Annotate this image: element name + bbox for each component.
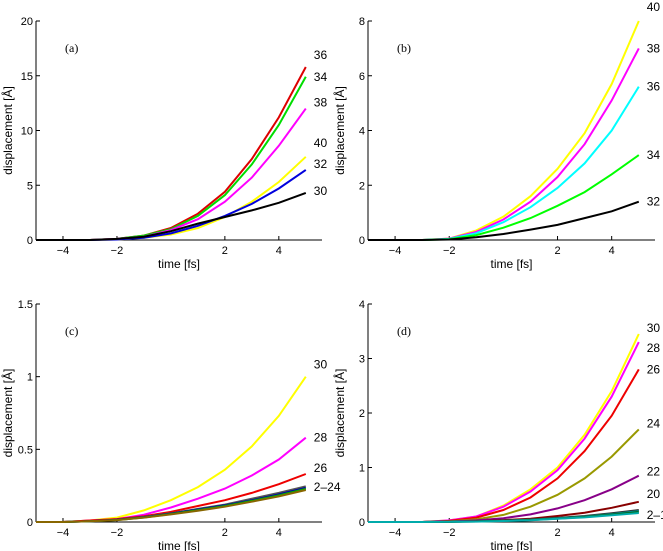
series-line-24 [368, 428, 640, 523]
y-axis-label: displacement [Å] [332, 369, 347, 458]
series-label-30: 30 [314, 358, 328, 372]
series-label-36: 36 [647, 80, 661, 94]
series-label-30: 30 [314, 184, 328, 198]
series-line-34 [36, 76, 307, 241]
group-label: 2–18 [647, 508, 663, 522]
series-line-38 [368, 47, 640, 241]
x-tick-label: 2 [554, 245, 560, 257]
series-label-26: 26 [314, 461, 328, 475]
x-tick-label: −2 [111, 527, 124, 539]
y-tick-label: 15 [21, 71, 33, 83]
x-tick-label: 2 [554, 527, 560, 539]
series-label-28: 28 [647, 341, 661, 355]
y-axis-label: displacement [Å] [0, 369, 15, 458]
x-tick-label: −2 [111, 245, 124, 257]
y-tick-label: 0 [359, 235, 365, 247]
series-line-24 [36, 485, 307, 523]
series-line-38 [36, 108, 307, 241]
series-label-24: 24 [647, 416, 661, 430]
x-axis-label: time [fs] [490, 539, 532, 551]
panel-label: (a) [65, 41, 78, 55]
series-label-28: 28 [314, 431, 328, 445]
series-label-34: 34 [314, 70, 328, 84]
x-tick-label: −4 [57, 245, 70, 257]
y-tick-label: 3 [359, 354, 365, 366]
x-axis-label: time [fs] [490, 257, 532, 271]
y-axis-label: displacement [Å] [332, 86, 347, 175]
series-label-22: 22 [647, 465, 661, 479]
series-label-40: 40 [314, 136, 328, 150]
x-tick-label: 2 [222, 245, 228, 257]
series-line-30 [36, 376, 307, 523]
series-line-2-18 [36, 489, 307, 523]
x-tick-label: 4 [609, 245, 615, 257]
series-label-34: 34 [647, 148, 661, 162]
y-tick-label: 0 [359, 517, 365, 529]
series-label-36: 36 [314, 48, 328, 62]
x-axis-label: time [fs] [158, 539, 200, 551]
y-tick-label: 10 [21, 126, 33, 138]
x-tick-label: 4 [276, 527, 282, 539]
series-label-32: 32 [314, 157, 328, 171]
y-tick-label: 20 [21, 16, 33, 28]
series-label-26: 26 [647, 362, 661, 376]
y-tick-label: 1 [359, 463, 365, 475]
x-tick-label: 4 [276, 245, 282, 257]
y-tick-label: 0.5 [18, 444, 33, 456]
series-label-38: 38 [647, 41, 661, 55]
series-line-26 [368, 368, 640, 523]
panel-c: −4 −2 2 4 0 0.5 1 1.5 time [fs] displacement [Å] (… [0, 299, 341, 551]
y-axis-label: displacement [Å] [0, 86, 15, 175]
series-line-30 [36, 191, 307, 241]
panel-label: (d) [397, 324, 411, 338]
series-line-2-12 [368, 512, 639, 523]
series-label-30: 30 [647, 321, 661, 335]
series-line-28 [36, 436, 307, 523]
series-line-22 [36, 486, 307, 523]
panel-label: (c) [65, 324, 78, 338]
series-line-32 [368, 200, 640, 241]
y-tick-label: 1.5 [18, 299, 33, 311]
series-label-32: 32 [647, 195, 661, 209]
x-tick-label: −4 [57, 527, 70, 539]
x-axis-label: time [fs] [158, 257, 200, 271]
y-tick-label: 0 [27, 517, 33, 529]
x-tick-label: −2 [443, 527, 456, 539]
panel-label: (b) [397, 41, 411, 55]
series-label-20: 20 [647, 487, 661, 501]
series-line-20 [36, 487, 307, 523]
y-tick-label: 4 [359, 299, 365, 311]
series-line-36 [36, 66, 307, 241]
series-label-40: 40 [647, 0, 661, 14]
x-tick-label: −4 [389, 245, 402, 257]
y-tick-label: 1 [27, 372, 33, 384]
x-tick-label: 4 [609, 527, 615, 539]
series-line-34 [368, 154, 640, 241]
y-tick-label: 6 [359, 71, 365, 83]
x-tick-label: −2 [443, 245, 456, 257]
y-tick-label: 2 [359, 408, 365, 420]
y-tick-label: 2 [359, 180, 365, 192]
group-label: 2–24 [314, 480, 341, 494]
x-tick-label: −4 [389, 527, 402, 539]
y-tick-label: 0 [27, 235, 33, 247]
y-tick-label: 4 [359, 126, 365, 138]
x-tick-label: 2 [222, 527, 228, 539]
series-label-38: 38 [314, 96, 328, 110]
y-tick-label: 8 [359, 16, 365, 28]
y-tick-label: 5 [27, 180, 33, 192]
